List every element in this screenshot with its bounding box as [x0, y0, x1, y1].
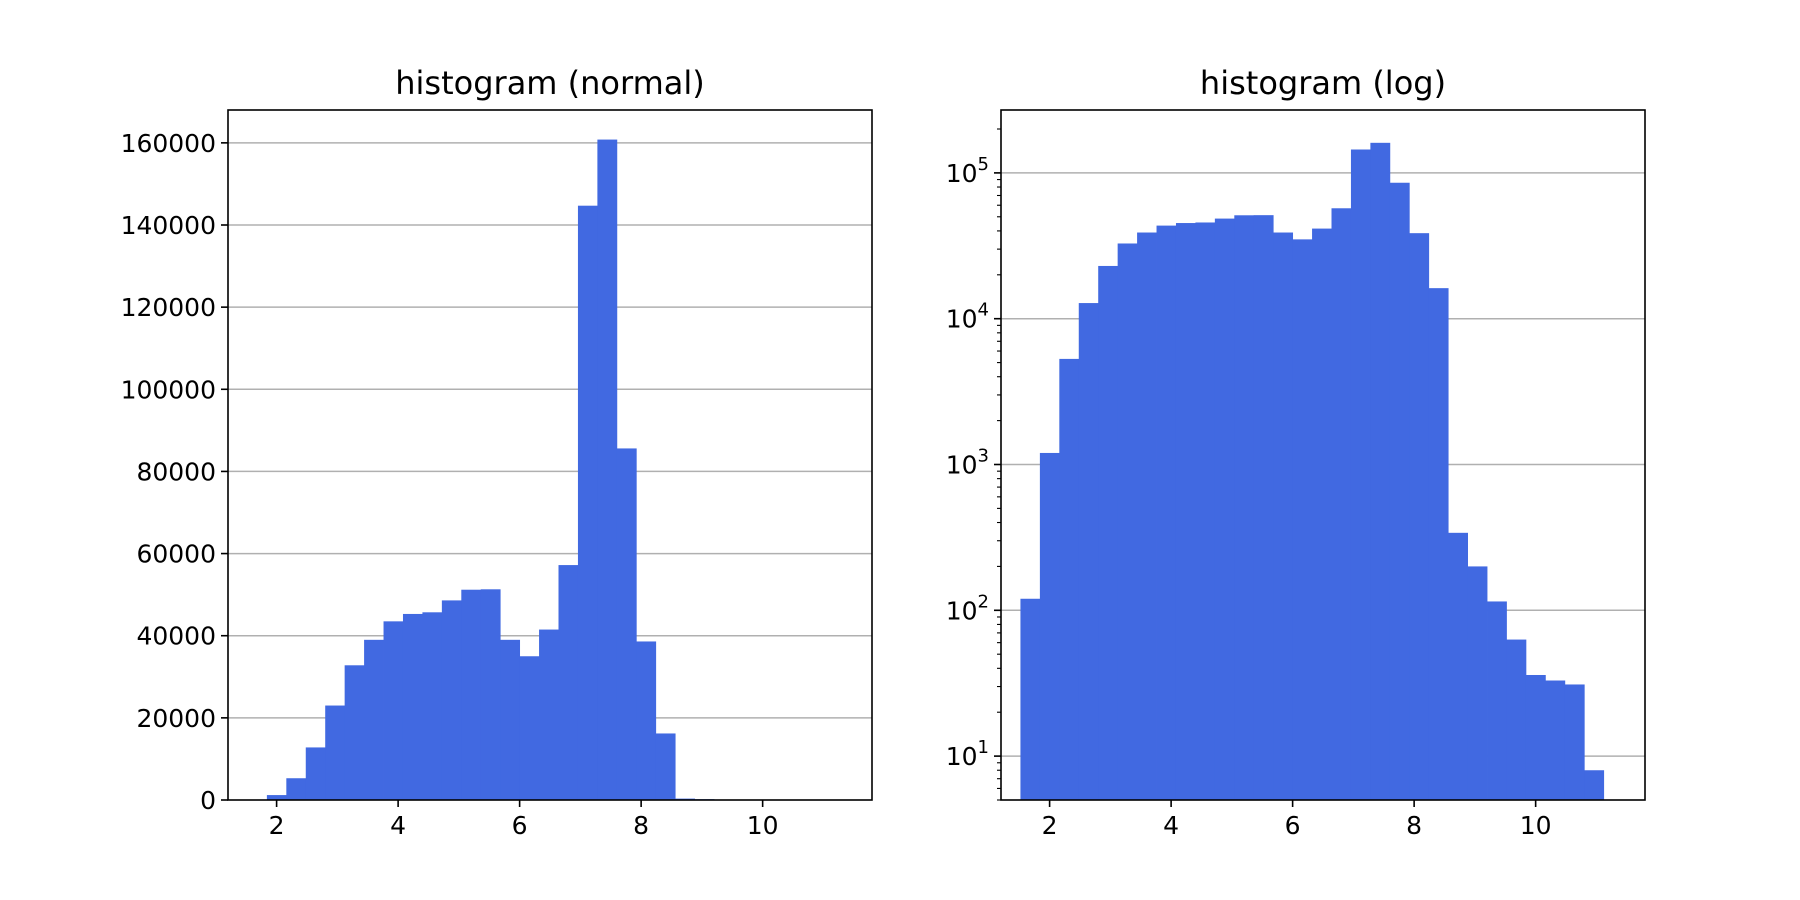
- histogram-bar: [636, 641, 657, 800]
- bars: [1020, 142, 1605, 801]
- histogram-bar: [422, 612, 443, 800]
- histogram-bar: [1584, 770, 1605, 800]
- histogram-bar: [1273, 232, 1294, 801]
- y-tick-label: 105: [946, 154, 989, 188]
- y-axis: 101 102 103 104 105: [946, 154, 1001, 771]
- histogram-bar: [383, 621, 404, 800]
- histogram-bar: [1487, 601, 1507, 800]
- histogram-bar: [1098, 265, 1119, 800]
- y-tick-label: 104: [946, 300, 989, 334]
- histogram-bar: [1234, 215, 1255, 800]
- chart-title: histogram (normal): [395, 64, 704, 102]
- histogram-bar: [1389, 182, 1410, 800]
- y-tick-label: 103: [946, 446, 989, 480]
- histogram-bar: [402, 613, 423, 800]
- x-tick-label: 2: [1042, 811, 1058, 840]
- histogram-bar: [1253, 215, 1274, 801]
- histogram-bar: [286, 778, 307, 800]
- histogram-bar: [1292, 239, 1313, 800]
- histogram-bar: [539, 629, 559, 800]
- x-tick-label: 6: [512, 811, 528, 840]
- histogram-bar: [616, 448, 637, 800]
- histogram-bar: [597, 139, 618, 801]
- histogram-bar: [1214, 218, 1235, 801]
- histogram-bar: [266, 795, 287, 800]
- histogram-bar: [480, 589, 501, 800]
- x-axis: 2 4 6 8 10: [269, 800, 779, 840]
- plot-frame: [1000, 109, 1646, 801]
- y-tick-label: 20000: [136, 704, 216, 733]
- y-tick-label: 80000: [136, 457, 216, 486]
- x-axis: 2 4 6 8 10: [1042, 800, 1552, 840]
- histogram-bar: [1545, 680, 1566, 800]
- x-tick-label: 4: [390, 811, 406, 840]
- x-tick-label: 4: [1163, 811, 1179, 840]
- histogram-bar: [1039, 452, 1060, 800]
- histogram-bar: [1020, 598, 1041, 800]
- histogram-bar: [1137, 232, 1157, 801]
- y-axis: 0 20000 40000 60000 80000 100000 120000 140000 1…: [121, 129, 228, 815]
- histogram-bar: [1448, 532, 1468, 800]
- histogram-bar: [1312, 228, 1332, 800]
- histogram-bar: [1525, 674, 1546, 800]
- histogram-bar: [1467, 566, 1488, 800]
- histogram-bar: [1195, 222, 1216, 800]
- y-tick-label: 160000: [121, 129, 216, 158]
- histogram-bar: [577, 205, 598, 801]
- histogram-bar: [1117, 243, 1138, 801]
- y-tick-label: 102: [946, 591, 989, 625]
- y-tick-label: 0: [200, 786, 216, 815]
- histogram-bar: [325, 705, 346, 800]
- histogram-bar: [558, 565, 579, 800]
- gridlines: [228, 142, 872, 719]
- histogram-bar: [441, 600, 462, 800]
- histogram-normal-panel: histogram (normal) 2 4 6 8 10 0 20000 40000 6000…: [121, 64, 873, 840]
- x-tick-label: 10: [1520, 811, 1552, 840]
- y-tick-label: 60000: [136, 540, 216, 569]
- histogram-bar: [305, 747, 326, 800]
- histogram-bar: [1059, 358, 1080, 800]
- histogram-bar: [655, 733, 676, 800]
- histogram-bar: [1331, 208, 1352, 801]
- histogram-bar: [1078, 303, 1099, 800]
- plot-frame: [227, 109, 873, 801]
- x-tick-label: 6: [1285, 811, 1301, 840]
- histogram-bar: [364, 639, 384, 800]
- x-tick-label: 2: [269, 811, 285, 840]
- histogram-bar: [461, 589, 482, 800]
- y-tick-label: 101: [946, 737, 989, 771]
- y-tick-label: 140000: [121, 211, 216, 240]
- y-tick-label: 100000: [121, 375, 216, 404]
- chart-title: histogram (log): [1200, 64, 1446, 102]
- histogram-log-panel: histogram (log) 2 4 6 8 10 101 102 103 104 105: [946, 64, 1646, 840]
- histogram-bar: [500, 639, 521, 800]
- y-minor-ticks: [997, 128, 1001, 801]
- histogram-bar: [344, 665, 365, 800]
- x-tick-label: 10: [747, 811, 779, 840]
- x-tick-label: 8: [633, 811, 649, 840]
- histogram-bar: [1370, 142, 1391, 800]
- histogram-bar: [1409, 233, 1430, 800]
- histogram-bar: [1564, 684, 1585, 800]
- histogram-bar: [1175, 223, 1196, 800]
- y-tick-label: 40000: [136, 622, 216, 651]
- bars: [247, 139, 832, 801]
- histogram-bar: [1506, 639, 1527, 800]
- histogram-bar: [1156, 225, 1177, 800]
- y-tick-label: 120000: [121, 293, 216, 322]
- x-tick-label: 8: [1406, 811, 1422, 840]
- histogram-bar: [1350, 149, 1371, 800]
- histogram-bar: [1428, 288, 1449, 800]
- histogram-bar: [519, 656, 540, 800]
